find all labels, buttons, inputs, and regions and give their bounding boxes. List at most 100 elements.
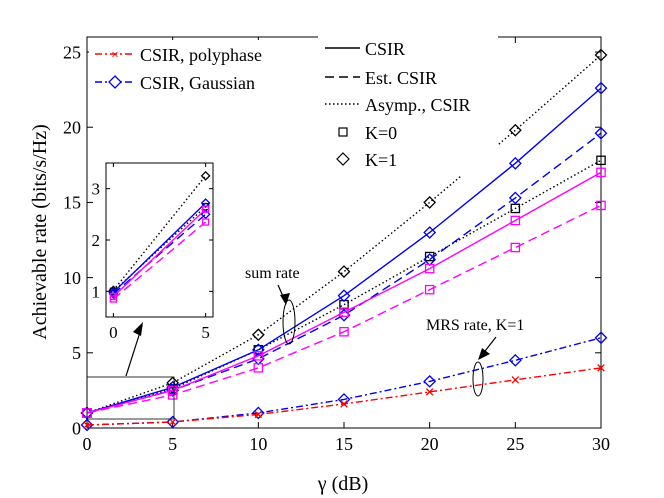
main-series-6-point [251,406,265,420]
legend-gaussian-label: CSIR, Gaussian [140,73,255,93]
mrs-rate-annotation: MRS rate, K=1 [426,317,524,397]
main-y-tick-label: 25 [63,42,81,62]
main-y-tick-label: 20 [63,118,81,138]
legend-polyphase-marker-icon: × [111,48,119,63]
main-series-5-point [510,242,521,253]
inset-series-line-3 [112,213,207,295]
main-series-line-1 [86,159,602,414]
zoom-pointer-arrowhead [133,322,143,336]
main-series-2-point [508,156,522,170]
main-series-5-point [596,200,606,211]
legend-gaussian-diamond-icon [108,75,122,89]
main-y-tick-label: 5 [72,343,81,363]
main-series-6-point [423,374,437,388]
main-series-0-point [594,48,608,62]
inset-x-tick-label: 5 [201,323,210,342]
main-series-7-point [597,364,605,372]
main-series-1-point [596,155,606,166]
inset-series-5-point [201,218,210,226]
main-x-tick-label: 10 [249,434,267,454]
main-series-2-point [337,289,351,303]
inset-y-tick-label: 2 [92,231,101,250]
main-y-tick-label: 10 [63,268,81,288]
legend-k1-diamond-icon [336,152,350,166]
inset-series-line-4 [112,208,207,297]
main-series-6-point [508,353,522,367]
legend-k0-label: K=0 [365,123,397,143]
main-series-6-point [166,415,180,429]
main-series-4-point [253,351,264,361]
inset-series-2-point [200,198,211,208]
main-series-7-point [511,376,520,384]
zoom-region-box [86,376,175,420]
legend-left: × CSIR, polyphase CSIR, Gaussian [95,45,262,93]
legend-est-csir-label: Est. CSIR [365,68,437,88]
inset-series-3-point [108,288,119,299]
main-series-4-point [596,167,606,178]
main-series-5-point [339,326,349,337]
main-series-0-point [337,265,351,279]
legend-right-box [318,36,498,176]
y-axis-title: Achievable rate (bits/s/Hz) [29,124,51,339]
inset-y-tick-label: 1 [92,282,101,301]
main-series-7-point [254,410,263,419]
sum-rate-annotation: sum rate [245,265,300,345]
main-y-tick-label: 15 [63,193,81,213]
legend-right: CSIR Est. CSIR Asymp., CSIR K=0 K=1 [325,39,471,170]
inset-background [105,162,214,318]
main-series-2-point [594,81,608,95]
main-y-tick-label: 0 [72,418,81,438]
inset-series-0-point [200,170,211,181]
legend-csir-label: CSIR [365,39,405,59]
main-series-7-point [425,388,434,396]
main-series-6-point [594,331,608,345]
main-series-0-point [423,196,437,209]
main-series-5-point [253,363,264,373]
legend-k0-square-icon [338,127,348,137]
x-axis-title: γ (dB) [317,473,369,495]
main-x-tick-label: 30 [592,434,610,454]
main-series-6-point [80,418,94,432]
main-series-2-point [423,226,437,239]
main-series-7-point [340,400,348,408]
main-series-0-point [508,123,522,137]
mrs-rate-label: MRS rate, K=1 [426,317,524,334]
sum-rate-label: sum rate [245,265,300,282]
main-x-tick-label: 0 [83,434,92,454]
main-x-tick-label: 20 [421,434,439,454]
main-series-4-point [510,215,521,226]
inset-x-tick-label: 0 [109,323,118,342]
main-series-5-point [424,284,435,295]
main-series-line-6 [86,337,602,426]
main-series-3-point [594,126,608,140]
main-series-line-5 [86,204,602,414]
mrs-rate-ellipse [472,361,484,397]
inset-plot-area: 0 5 1 2 3 [92,163,213,342]
mrs-rate-arrowhead [478,348,490,360]
main-series-6-point [337,393,351,406]
main-series-3-point [508,191,522,205]
sum-rate-ellipse [282,299,296,345]
inset-series-5-point [109,295,118,303]
main-x-tick-label: 25 [506,434,524,454]
inset-series-line-2 [112,202,207,293]
main-series-0-point [251,328,265,342]
main-series-7-point [83,421,91,429]
inset-y-tick-label: 3 [92,180,101,199]
inset-series-line-0 [112,175,207,291]
legend-k1-label: K=1 [365,150,397,170]
main-x-tick-label: 5 [168,434,177,454]
legend-polyphase-label: CSIR, polyphase [140,45,262,65]
main-series-4-point [424,263,435,274]
main-series-line-2 [86,87,602,414]
main-series-7-point [168,418,177,426]
inset-series-3-point [200,209,211,220]
main-x-tick-label: 15 [335,434,353,454]
sum-rate-arrowhead [280,293,290,305]
main-series-5-point [167,390,178,400]
main-series-4-point [339,307,349,317]
main-series-2-point [166,380,180,394]
legend-asymp-label: Asymp., CSIR [365,95,471,115]
inset-series-line-5 [112,221,207,300]
